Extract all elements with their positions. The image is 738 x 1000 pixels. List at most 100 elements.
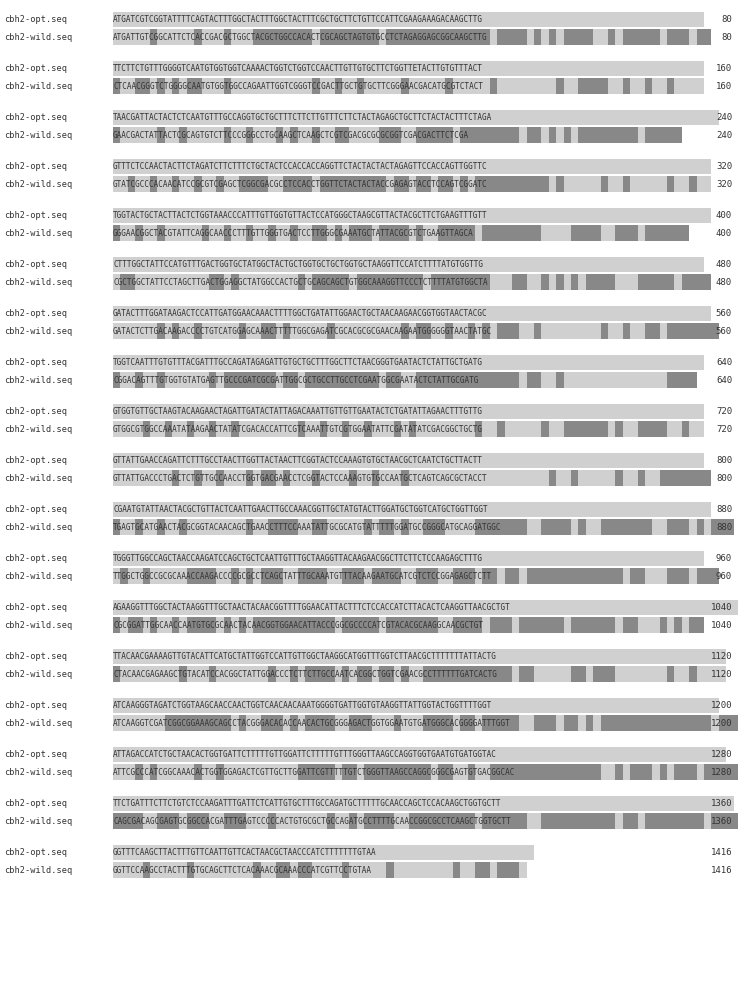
Bar xyxy=(231,470,238,486)
Bar xyxy=(564,127,571,143)
Bar xyxy=(424,747,431,762)
Bar xyxy=(638,796,645,811)
Bar xyxy=(327,551,334,566)
Bar xyxy=(327,355,334,370)
Bar xyxy=(638,61,645,76)
Bar xyxy=(201,12,209,27)
Bar xyxy=(194,600,201,615)
Bar xyxy=(630,519,638,535)
Bar xyxy=(490,600,497,615)
Bar xyxy=(689,764,697,780)
Bar xyxy=(586,649,593,664)
Bar xyxy=(297,110,305,125)
Bar xyxy=(157,649,165,664)
Bar xyxy=(615,813,623,829)
Bar xyxy=(645,813,652,829)
Bar xyxy=(305,617,312,633)
Bar xyxy=(586,813,593,829)
Bar xyxy=(660,666,667,682)
Bar xyxy=(520,421,527,437)
Bar xyxy=(475,666,483,682)
Bar xyxy=(534,453,542,468)
Bar xyxy=(275,600,283,615)
Bar xyxy=(689,453,697,468)
Bar xyxy=(630,502,638,517)
Bar xyxy=(128,698,135,713)
Bar xyxy=(246,355,253,370)
Bar xyxy=(246,421,253,437)
Bar xyxy=(424,61,431,76)
Bar xyxy=(689,78,697,94)
Bar xyxy=(231,110,238,125)
Bar xyxy=(201,796,209,811)
Bar xyxy=(571,323,579,339)
Bar xyxy=(320,715,327,731)
Bar xyxy=(356,274,364,290)
Bar xyxy=(438,813,446,829)
Bar xyxy=(593,323,601,339)
Bar xyxy=(120,274,128,290)
Bar xyxy=(246,127,253,143)
Bar xyxy=(667,372,675,388)
Text: 800: 800 xyxy=(716,456,732,465)
Bar xyxy=(334,600,342,615)
Bar xyxy=(475,257,483,272)
Bar xyxy=(505,796,512,811)
Bar xyxy=(431,715,438,731)
Bar xyxy=(120,715,128,731)
Bar xyxy=(424,12,431,27)
Bar xyxy=(468,257,475,272)
Bar xyxy=(157,306,165,321)
Bar xyxy=(542,257,549,272)
Bar xyxy=(675,274,682,290)
Bar xyxy=(261,845,268,860)
Bar xyxy=(571,453,579,468)
Bar xyxy=(356,813,364,829)
Bar xyxy=(150,649,157,664)
Bar xyxy=(194,225,201,241)
Bar xyxy=(349,323,356,339)
Bar xyxy=(342,12,349,27)
Bar xyxy=(135,159,142,174)
Bar xyxy=(120,796,128,811)
Bar xyxy=(224,470,231,486)
Bar xyxy=(172,225,179,241)
Bar xyxy=(431,78,438,94)
Bar xyxy=(431,421,438,437)
Bar xyxy=(187,747,194,762)
Bar xyxy=(253,78,261,94)
Bar xyxy=(246,519,253,535)
Bar xyxy=(497,666,505,682)
Bar xyxy=(187,502,194,517)
Bar xyxy=(120,649,128,664)
Bar xyxy=(542,519,549,535)
Bar xyxy=(224,666,231,682)
Bar xyxy=(312,649,320,664)
Bar xyxy=(409,519,416,535)
Bar xyxy=(283,355,290,370)
Bar xyxy=(409,176,416,192)
Bar xyxy=(275,404,283,419)
Bar xyxy=(645,666,652,682)
Bar xyxy=(660,257,667,272)
Bar xyxy=(297,355,305,370)
Bar xyxy=(209,568,216,584)
Bar xyxy=(682,551,689,566)
Bar xyxy=(571,29,579,45)
Bar xyxy=(497,453,505,468)
Bar xyxy=(461,519,468,535)
Bar xyxy=(305,404,312,419)
Bar xyxy=(187,225,194,241)
Bar xyxy=(505,502,512,517)
Bar xyxy=(209,649,216,664)
Bar xyxy=(556,323,564,339)
Bar xyxy=(497,502,505,517)
Bar xyxy=(268,666,275,682)
Bar xyxy=(238,568,246,584)
Bar xyxy=(416,355,424,370)
Bar xyxy=(660,698,667,713)
Bar xyxy=(490,78,497,94)
Bar xyxy=(468,159,475,174)
Bar xyxy=(645,764,652,780)
Text: 240: 240 xyxy=(716,131,732,140)
